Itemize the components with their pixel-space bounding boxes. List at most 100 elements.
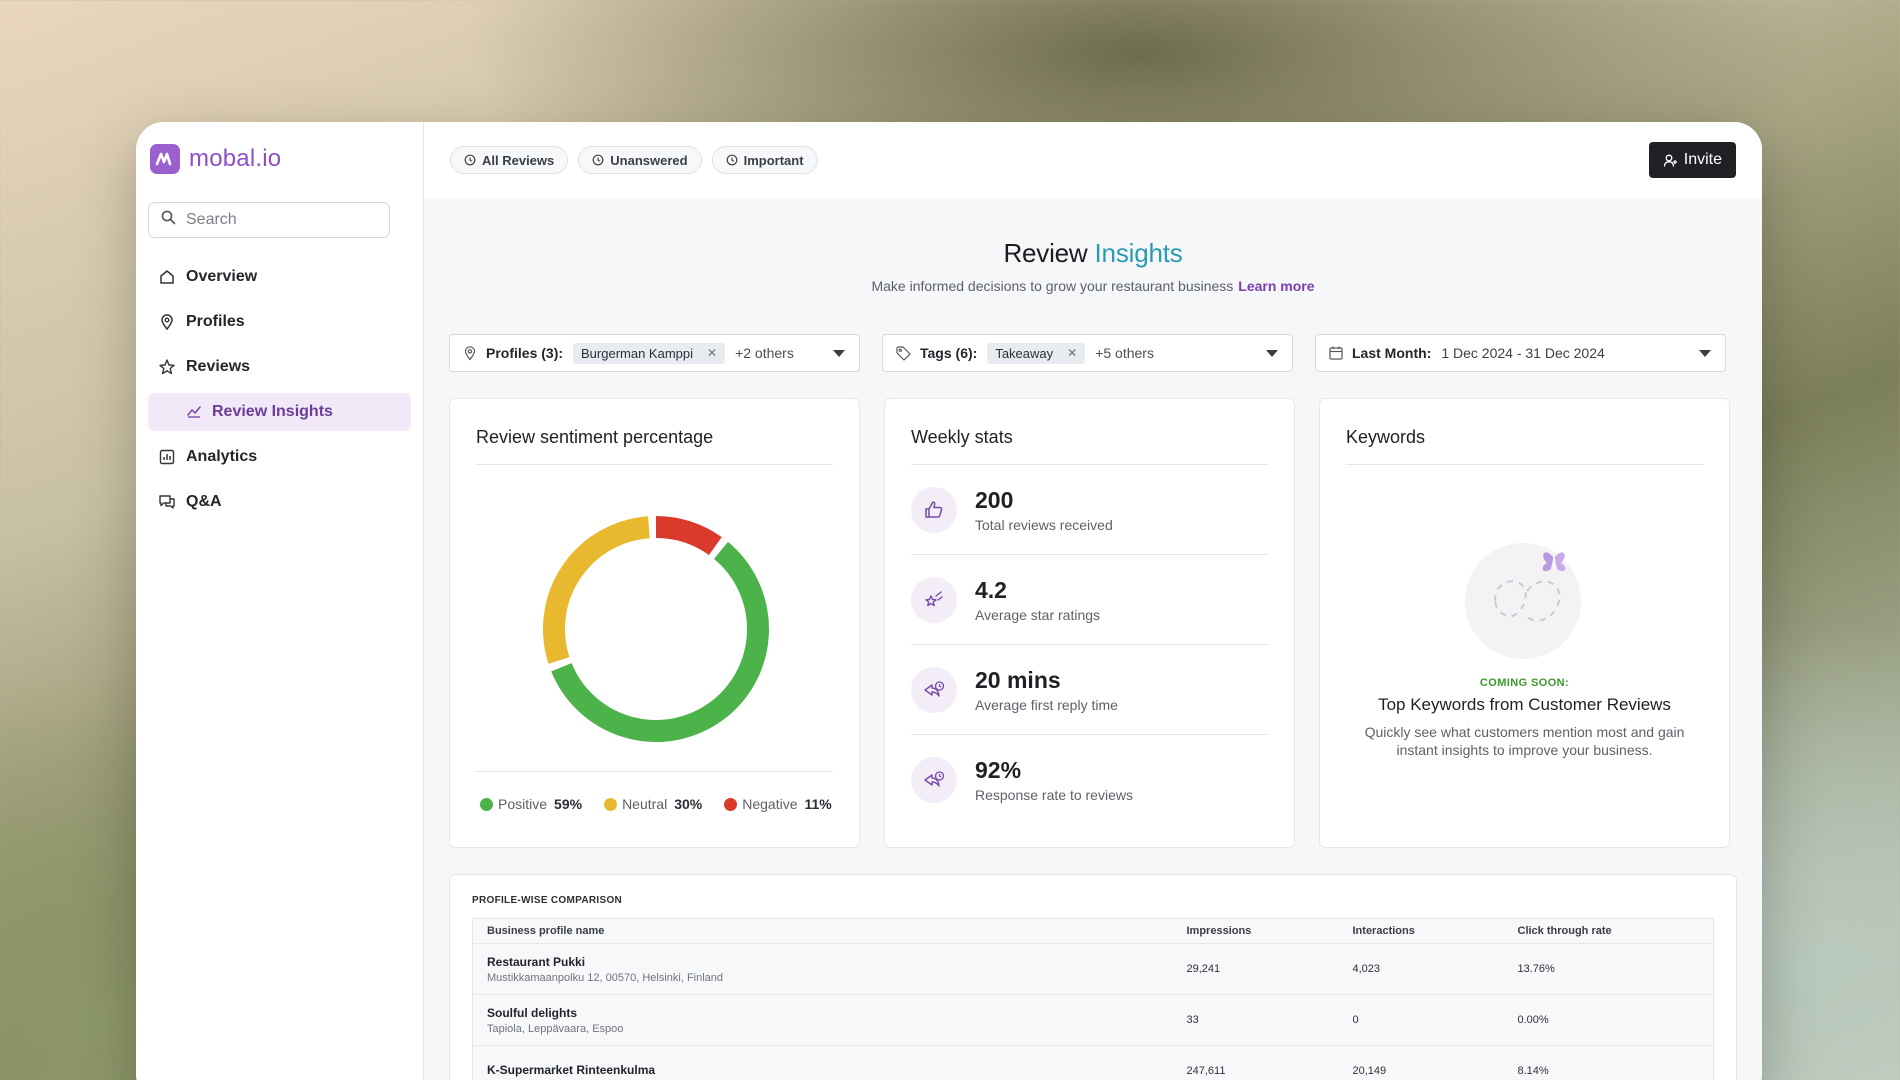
tab-label: All Reviews (482, 152, 555, 168)
clock-icon (592, 154, 604, 166)
legend-dot (724, 797, 738, 811)
legend-item-neutral: Neutral 30% (604, 796, 702, 812)
stat-value: 20 mins (975, 666, 1061, 693)
filter-label: Profiles (3): (486, 345, 564, 361)
sidebar-item-analytics[interactable]: Analytics (148, 438, 411, 476)
sidebar-item-label: Overview (186, 268, 258, 285)
learn-more-link[interactable]: Learn more (1238, 278, 1315, 294)
logo-text: mobal.io (189, 145, 282, 172)
chart-legend: Positive 59% Neutral 30% Negative 11% (476, 771, 833, 812)
column-header[interactable]: Click through rate (1503, 918, 1714, 944)
chip-label: Burgerman Kamppi (581, 345, 694, 361)
sidebar: mobal.io Overview Profiles Reviews (136, 122, 424, 1080)
legend-value: 59% (554, 796, 583, 812)
logo[interactable]: mobal.io (148, 142, 411, 176)
slice-neutral[interactable] (543, 516, 650, 664)
impressions-cell: 33 (1172, 994, 1339, 1046)
stat-label: Average star ratings (975, 606, 1101, 623)
filter-label: Tags (6): (920, 345, 978, 361)
table-row[interactable]: K-Supermarket Rinteenkulma 247,611 20,14… (472, 1045, 1714, 1080)
table-row[interactable]: Soulful delights Tapiola, Leppävaara, Esp… (472, 994, 1714, 1046)
column-header[interactable]: Interactions (1338, 918, 1504, 944)
impressions-cell: 247,611 (1172, 1045, 1339, 1080)
card-title: Keywords (1346, 399, 1703, 465)
stat-label: Response rate to reviews (975, 787, 1133, 803)
tab-label: Unanswered (610, 152, 688, 168)
sidebar-item-label: Analytics (186, 448, 258, 465)
title-main: Review (1003, 238, 1088, 268)
page-subtitle: Make informed decisions to grow your res… (449, 278, 1737, 294)
table-row[interactable]: Restaurant Pukki Mustikkamaanpolku 12, 00… (472, 943, 1714, 995)
coming-soon-label: COMING SOON: (1479, 677, 1570, 689)
filter-bar: Profiles (3): Burgerman Kamppi ✕ +2 other… (449, 334, 1737, 372)
close-icon[interactable]: ✕ (707, 346, 718, 360)
close-icon[interactable]: ✕ (1067, 346, 1078, 360)
chevron-down-icon[interactable] (1699, 350, 1711, 357)
logo-mark-icon (150, 144, 180, 174)
keywords-heading: Top Keywords from Customer Reviews (1378, 695, 1671, 714)
legend-name: Negative (742, 796, 798, 812)
legend-name: Positive (498, 796, 548, 812)
sidebar-item-reviews[interactable]: Reviews (148, 348, 411, 386)
section-title: PROFILE-WISE COMPARISON (472, 895, 623, 906)
tab-unanswered[interactable]: Unanswered (578, 146, 702, 174)
shooting-star-icon (911, 576, 957, 623)
calendar-icon (1329, 346, 1343, 360)
app-window: mobal.io Overview Profiles Reviews (136, 122, 1762, 1080)
column-header[interactable]: Business profile name (472, 918, 1173, 944)
subtitle-text: Make informed decisions to grow your res… (871, 278, 1234, 294)
profile-name: K-Supermarket Rinteenkulma (487, 1062, 656, 1077)
tab-all-reviews[interactable]: All Reviews (450, 146, 569, 174)
search-input[interactable] (186, 211, 366, 229)
sidebar-item-label: Reviews (186, 358, 251, 375)
sidebar-item-profiles[interactable]: Profiles (148, 303, 411, 341)
stat-first-reply-time: 20 mins Average first reply time (911, 645, 1268, 735)
weekly-stats-card: Weekly stats 200 Total reviews received 4… (884, 398, 1295, 848)
insights-chart-icon (186, 403, 204, 421)
sidebar-item-overview[interactable]: Overview (148, 258, 411, 296)
tab-important[interactable]: Important (711, 146, 818, 174)
review-tabs: All Reviews Unanswered Important (450, 146, 818, 174)
legend-item-positive: Positive 59% (480, 796, 582, 812)
table-header-row: Business profile name Impressions Intera… (472, 918, 1714, 944)
slice-positive[interactable] (551, 541, 769, 742)
clock-icon (726, 154, 737, 166)
stat-average-rating: 4.2 Average star ratings (911, 555, 1268, 645)
filter-chip: Burgerman Kamppi ✕ (573, 342, 726, 364)
slice-negative[interactable] (655, 516, 722, 556)
tab-label: Important (743, 152, 804, 168)
tags-filter[interactable]: Tags (6): Takeaway ✕ +5 others (882, 334, 1293, 372)
sidebar-item-qa[interactable]: Q&A (148, 483, 411, 521)
chip-label: Takeaway (995, 345, 1054, 361)
legend-value: 11% (804, 796, 832, 812)
bar-chart-icon (158, 448, 176, 466)
profiles-filter[interactable]: Profiles (3): Burgerman Kamppi ✕ +2 other… (449, 334, 860, 372)
stat-value: 4.2 (975, 576, 1007, 603)
page-heading: Review Insights Make informed decisions … (449, 238, 1737, 294)
profile-name: Soulful delights (487, 1005, 577, 1020)
profile-cell: Soulful delights Tapiola, Leppävaara, Esp… (472, 994, 1173, 1046)
card-title: Review sentiment percentage (476, 399, 833, 465)
invite-button[interactable]: Invite (1648, 142, 1736, 178)
thumbs-up-icon (911, 486, 957, 533)
stat-label: Total reviews received (975, 516, 1113, 533)
star-icon (158, 358, 176, 376)
date-filter[interactable]: Last Month: 1 Dec 2024 - 31 Dec 2024 (1315, 334, 1726, 372)
invite-label: Invite (1683, 151, 1722, 168)
profile-comparison: PROFILE-WISE COMPARISON Business profile… (449, 874, 1737, 1080)
date-range-value: 1 Dec 2024 - 31 Dec 2024 (1441, 345, 1605, 361)
profile-cell: Restaurant Pukki Mustikkamaanpolku 12, 00… (472, 943, 1173, 995)
chevron-down-icon[interactable] (1266, 350, 1278, 357)
interactions-cell: 4,023 (1338, 943, 1504, 995)
search-box[interactable] (148, 202, 390, 238)
reply-clock-icon (911, 757, 957, 803)
filter-chip: Takeaway ✕ (987, 342, 1086, 364)
stat-total-reviews: 200 Total reviews received (911, 465, 1268, 555)
chevron-down-icon[interactable] (833, 350, 845, 357)
sidebar-item-review-insights[interactable]: Review Insights (148, 393, 411, 431)
comparison-table: Business profile name Impressions Intera… (472, 918, 1714, 1080)
column-header[interactable]: Impressions (1172, 918, 1339, 944)
sidebar-item-label: Q&A (186, 493, 222, 510)
stat-label: Average first reply time (975, 696, 1118, 713)
sentiment-card: Review sentiment percentage Positive 59% … (449, 398, 860, 848)
